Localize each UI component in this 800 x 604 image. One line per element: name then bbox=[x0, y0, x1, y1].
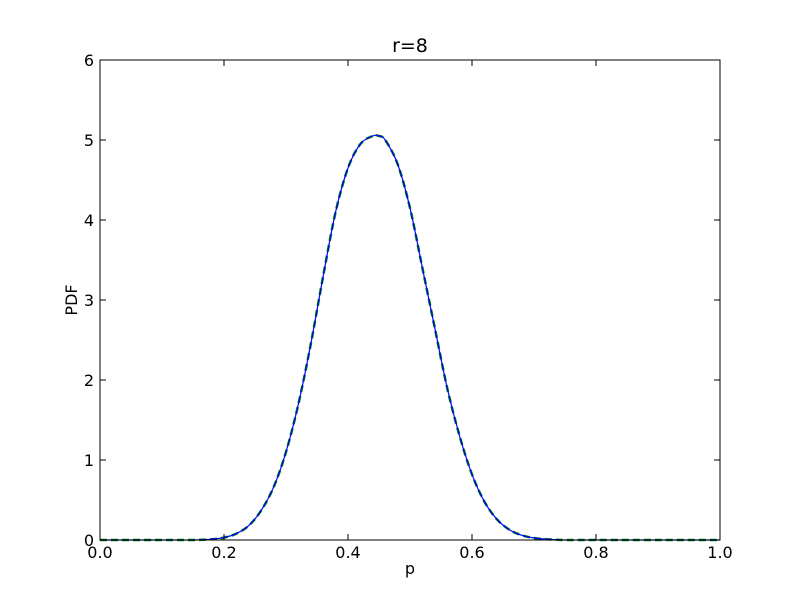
y-tick-label: 3 bbox=[84, 291, 94, 310]
x-tick-label: 0.8 bbox=[583, 543, 608, 562]
x-tick-label: 1.0 bbox=[707, 543, 732, 562]
y-tick-label: 1 bbox=[84, 451, 94, 470]
y-tick-label: 5 bbox=[84, 131, 94, 150]
y-axis-label: PDF bbox=[62, 284, 81, 315]
y-tick-label: 6 bbox=[84, 51, 94, 70]
y-tick-label: 2 bbox=[84, 371, 94, 390]
x-axis-label: p bbox=[405, 559, 415, 578]
x-tick-label: 0.2 bbox=[211, 543, 236, 562]
y-tick-label: 4 bbox=[84, 211, 94, 230]
ticks-layer: 0.0 0.2 0.4 0.6 0.8 1.0 0 1 2 3 4 5 6 bbox=[84, 51, 733, 562]
x-tick-label: 0.6 bbox=[459, 543, 484, 562]
x-tick-label: 0.4 bbox=[335, 543, 360, 562]
x-tick-label: 0.0 bbox=[87, 543, 112, 562]
series-line-solid bbox=[100, 134, 720, 541]
chart-title: r=8 bbox=[392, 35, 428, 57]
y-tick-label: 0 bbox=[84, 531, 94, 550]
series-layer bbox=[100, 133, 720, 542]
